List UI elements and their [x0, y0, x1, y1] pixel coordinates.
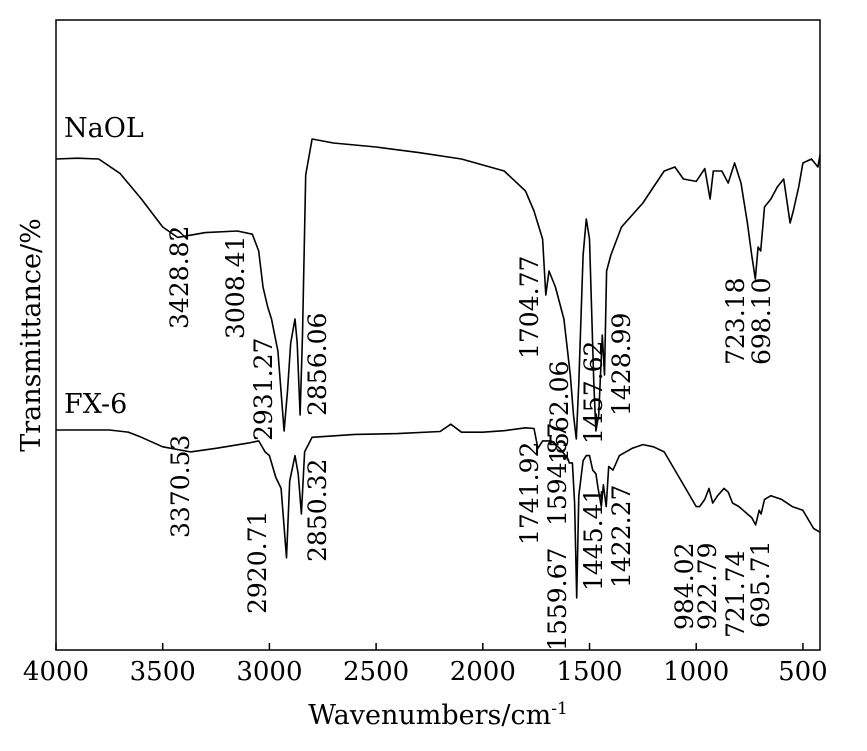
x-tick-label-3000: 3000: [236, 657, 302, 687]
peak-label-naol-698-10: 698.10: [747, 278, 776, 365]
peak-label-fx-6-1559-67: 1559.67: [543, 548, 572, 651]
peak-label-fx-6-2850-32: 2850.32: [303, 459, 332, 562]
series-labels: NaOL FX-6: [64, 113, 144, 420]
peak-label-naol-3428-82: 3428.82: [165, 226, 194, 329]
peak-label-fx-6-984-02: 984.02: [670, 543, 699, 630]
peak-label-fx-6-695-71: 695.71: [746, 541, 775, 628]
peak-label-fx-6-3370-53: 3370.53: [166, 435, 195, 538]
peak-label-fx-6-1422-27: 1422.27: [607, 485, 636, 588]
spectrum-fx-6: [56, 423, 821, 599]
x-tick-label-3500: 3500: [130, 657, 196, 687]
series-label-naol: NaOL: [64, 113, 144, 144]
peak-label-naol-1457-62: 1457.62: [579, 341, 608, 444]
peak-label-naol-3008-41: 3008.41: [221, 236, 250, 339]
peak-label-naol-1704-77: 1704.77: [515, 256, 544, 359]
x-tick-label-1000: 1000: [663, 657, 729, 687]
peak-label-fx-6-922-79: 922.79: [693, 543, 722, 630]
x-tick-label-2000: 2000: [450, 657, 516, 687]
x-tick-label-2500: 2500: [343, 657, 409, 687]
peak-label-fx-6-2920-71: 2920.71: [243, 511, 272, 614]
x-tick-label-1500: 1500: [556, 657, 622, 687]
x-tick-label-500: 500: [778, 657, 828, 687]
peak-label-naol-1562-06: 1562.06: [545, 361, 574, 464]
peak-label-naol-2931-27: 2931.27: [249, 338, 278, 441]
plot-frame: [55, 19, 821, 651]
spectra: [55, 138, 821, 599]
spectrum-naol: [55, 138, 821, 440]
peak-label-fx-6-1594-87: 1594.87: [543, 423, 572, 526]
x-tick-label-4000: 4000: [23, 657, 89, 687]
x-axis-title-exponent: -1: [551, 699, 568, 719]
x-axis-title-text: Wavenumbers/cm: [308, 700, 551, 731]
peak-label-naol-1428-99: 1428.99: [607, 313, 636, 416]
series-label-fx-6: FX-6: [64, 389, 127, 420]
peak-label-naol-723-18: 723.18: [721, 278, 750, 365]
peak-label-fx-6-1741-92: 1741.92: [515, 442, 544, 545]
peak-label-naol-2856-06: 2856.06: [303, 313, 332, 416]
x-axis-ticks: 4000 3500 3000 2500 2000 1500 1000 500: [23, 643, 828, 687]
y-axis-title: Transmittance/%: [16, 218, 47, 452]
peak-label-fx-6-721-74: 721.74: [721, 551, 750, 638]
peak-label-fx-6-1445-41: 1445.41: [579, 488, 608, 591]
x-axis-title: Wavenumbers/cm-1: [308, 699, 568, 731]
